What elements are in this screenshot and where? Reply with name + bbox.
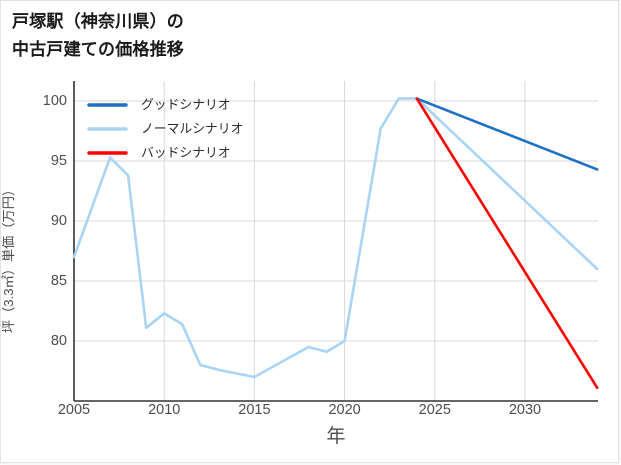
svg-text:90: 90 bbox=[51, 213, 67, 229]
svg-text:2025: 2025 bbox=[419, 402, 451, 418]
svg-text:グッドシナリオ: グッドシナリオ bbox=[141, 97, 231, 112]
svg-text:バッドシナリオ: バッドシナリオ bbox=[141, 145, 231, 160]
svg-text:2015: 2015 bbox=[238, 402, 270, 418]
svg-text:ノーマルシナリオ: ノーマルシナリオ bbox=[141, 121, 243, 136]
svg-text:年: 年 bbox=[326, 425, 345, 447]
svg-text:坪（3.3㎡）単価（万円）: 坪（3.3㎡）単価（万円） bbox=[1, 183, 16, 333]
svg-text:80: 80 bbox=[51, 333, 67, 349]
svg-text:2010: 2010 bbox=[148, 402, 180, 418]
svg-text:2030: 2030 bbox=[509, 402, 541, 418]
svg-text:2005: 2005 bbox=[58, 402, 90, 418]
svg-text:2020: 2020 bbox=[328, 402, 360, 418]
svg-text:85: 85 bbox=[51, 273, 67, 289]
svg-text:100: 100 bbox=[43, 93, 67, 109]
svg-text:95: 95 bbox=[51, 153, 67, 169]
